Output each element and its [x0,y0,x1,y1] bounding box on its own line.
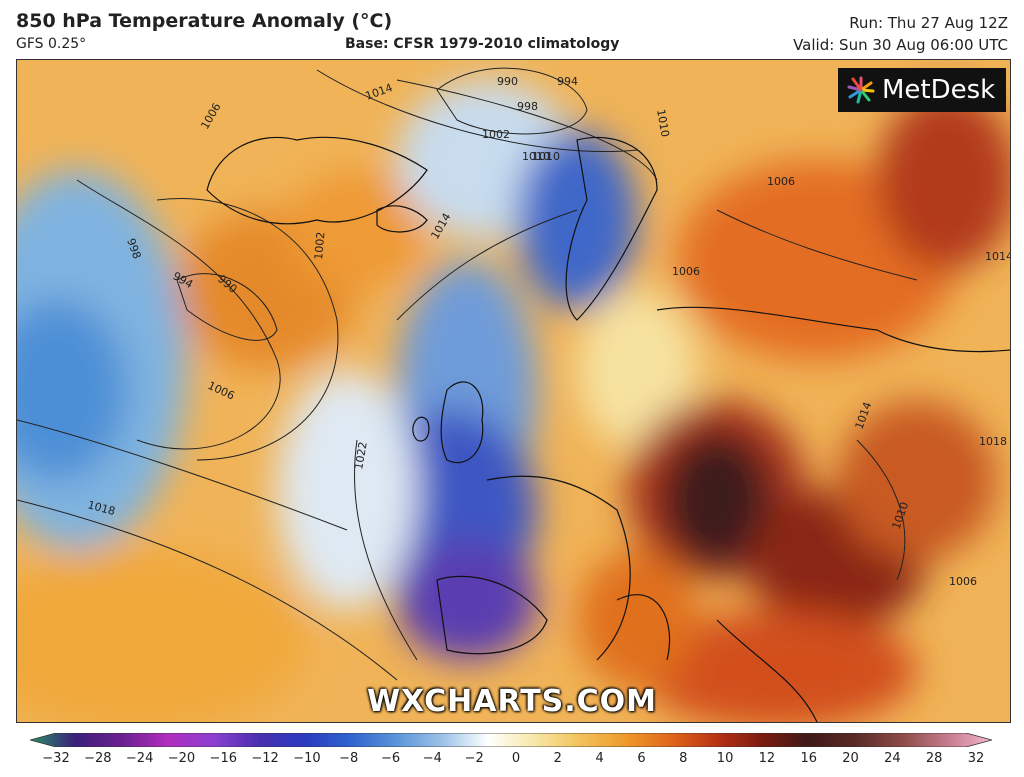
colorbar-tick-label: −32 [42,751,70,766]
colorbar-tick-label: −28 [84,751,112,766]
isobar-label: 1022 [352,441,370,471]
colorbar-tick-label: 32 [967,751,985,766]
isobar-label: 1010 [532,150,560,163]
colorbar-tick-label: −6 [380,751,401,766]
isobar-label: 1006 [767,175,795,188]
chart-title: 850 hPa Temperature Anomaly (°C) [16,10,393,32]
colorbar-tick-label: 10 [716,751,734,766]
colorbar-tick-label: 20 [842,751,859,766]
colorbar [30,733,992,747]
colorbar-tick-label: −24 [125,751,154,766]
isobar-label: 998 [517,100,538,113]
colorbar-strip [30,733,992,747]
wxcharts-watermark: WXCHARTS.COM [366,684,658,719]
isobar-label: 1018 [979,435,1007,448]
colorbar-tick-label: 12 [758,751,776,766]
colorbar-tick-label: 4 [595,751,604,766]
colorbar-tick-label: −10 [293,751,321,766]
colorbar-tick-label: −4 [422,751,442,766]
isobar-label: 990 [497,75,518,88]
colorbar-tick-label: 0 [511,751,521,766]
isobar-label: 1010 [522,150,550,163]
anomaly-map: 1018 1022 998 994 990 1006 1002 1014 101… [16,59,1011,723]
run-time: Run: Thu 27 Aug 12Z [849,14,1008,32]
valid-time: Valid: Sun 30 Aug 06:00 UTC [793,36,1008,54]
isobar-label: 1010 [654,108,672,138]
model-label: GFS 0.25° [16,36,87,52]
isobars [17,67,918,681]
colorbar-tick-label: −8 [339,751,359,766]
colorbar-tick-label: 2 [553,751,562,766]
coastlines [206,136,1010,722]
map-canvas: 1018 1022 998 994 990 1006 1002 1014 101… [17,60,1010,722]
colorbar-tick-label: −16 [209,751,237,766]
metdesk-star-icon [847,76,875,104]
colorbar-tick-label: 28 [925,751,943,766]
temperature-field [17,80,1010,722]
colorbar-tick-label: 8 [679,751,688,766]
colorbar-ticks: −32 −28 −24 −20 −16 −12 −10 −8 −6 −4 −2 0 2 4 6 8 10 12 16… [42,751,984,771]
colorbar-tick-label: −20 [167,751,196,766]
colorbar-tick-label: −2 [464,751,484,766]
colorbar-tick-label: −12 [251,751,279,766]
climatology-base: Base: CFSR 1979-2010 climatology [345,36,620,52]
isobar-label: 1006 [949,575,977,588]
isobar-label: 1002 [482,128,510,141]
colorbar-tick-label: 24 [884,751,901,766]
colorbar-tick-label: 16 [800,751,817,766]
colorbar-tick-label: 6 [637,751,646,766]
isobar-label: 1006 [672,265,700,278]
metdesk-logo: MetDesk [838,68,1006,112]
isobar-label: 1002 [312,231,327,260]
isobar-label: 994 [557,75,578,88]
metdesk-logo-text: MetDesk [882,75,996,105]
isobar-label: 1014 [985,250,1010,263]
